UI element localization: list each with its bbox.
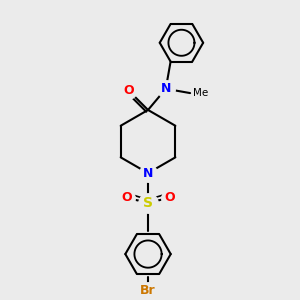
Text: S: S [143,196,153,210]
Text: N: N [143,167,153,180]
Text: O: O [123,84,134,97]
Text: Br: Br [140,284,156,297]
Text: O: O [164,191,175,204]
Text: O: O [121,191,132,204]
Text: N: N [160,82,171,95]
Text: Me: Me [193,88,208,98]
